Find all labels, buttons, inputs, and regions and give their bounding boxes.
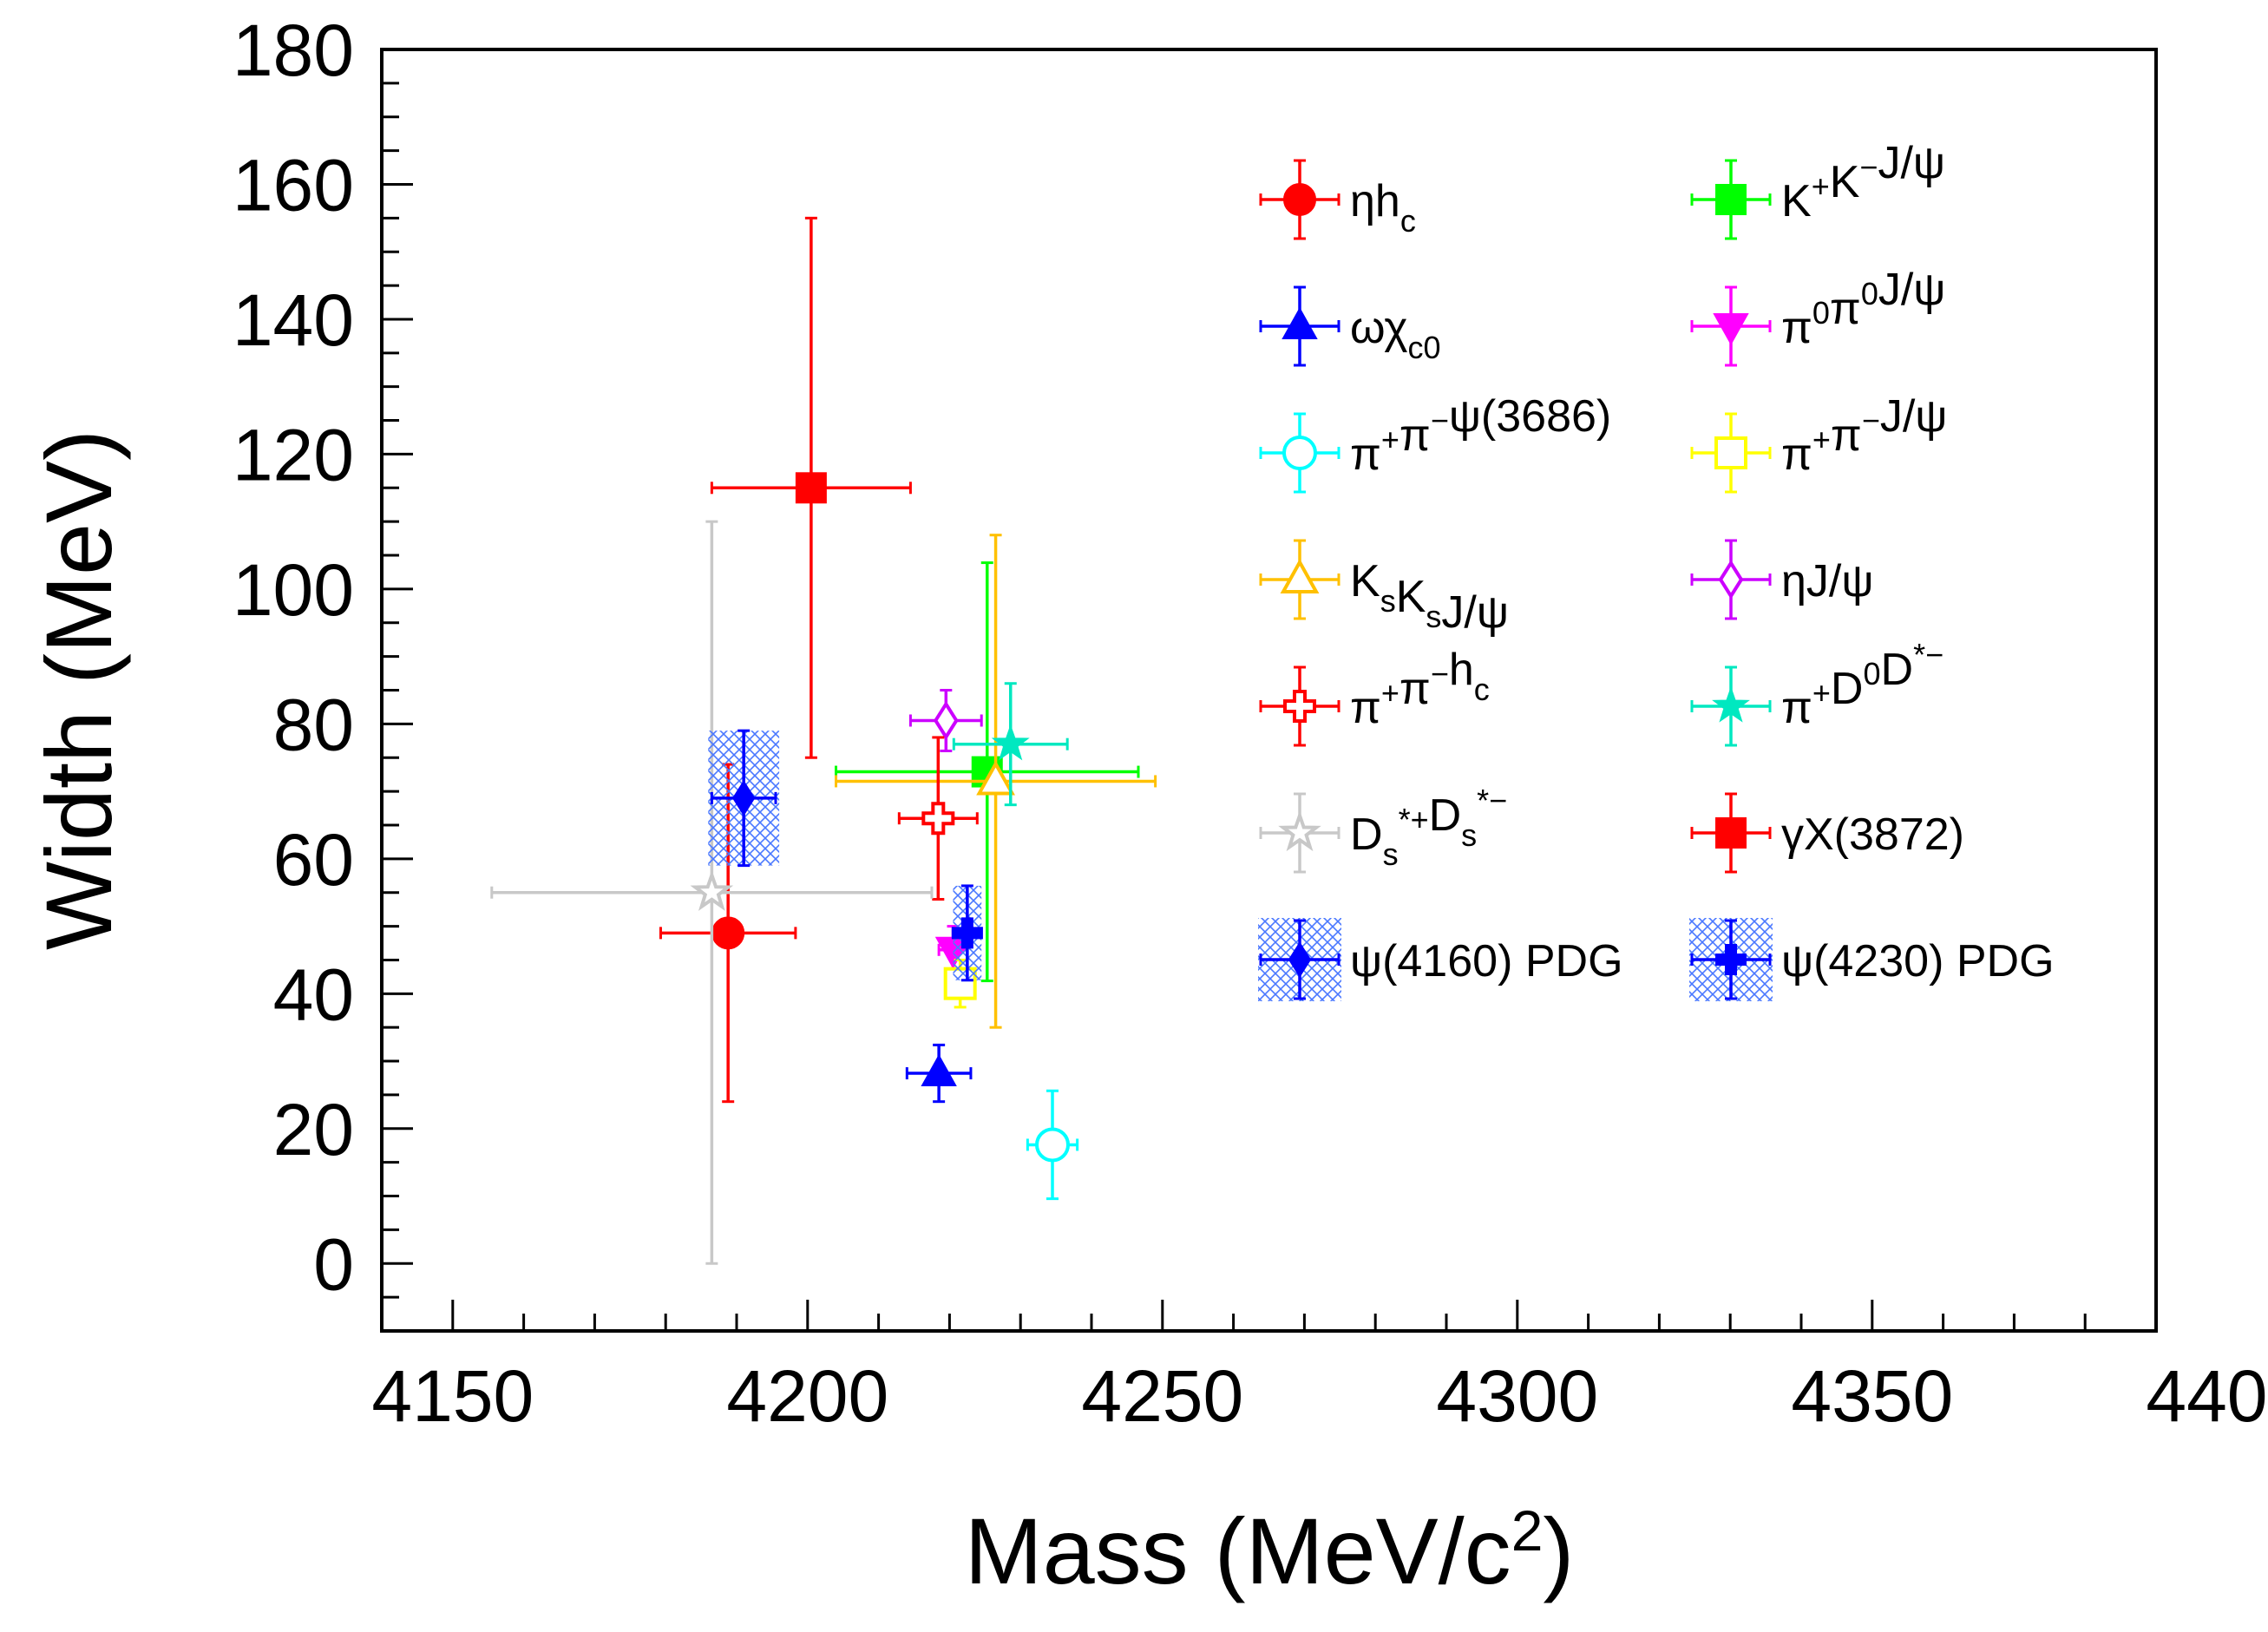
legend-entry-eta-hc: ηhc <box>1259 159 1416 240</box>
legend-entry-gamma-x3872: γX(3872) <box>1690 792 1964 874</box>
data-series <box>490 216 1157 1265</box>
series-psi4230-pdg <box>951 884 983 982</box>
legend-marker <box>1712 685 1750 723</box>
legend-label: π0π0J/ψ <box>1781 265 1945 353</box>
x-tick-label: 4250 <box>1081 1355 1243 1437</box>
y-tick-label: 120 <box>233 414 354 495</box>
legend-label: ψ(4230) PDG <box>1781 936 2055 986</box>
series-ds-ds <box>490 520 934 1265</box>
point-marker-omega-chic0 <box>921 1054 957 1087</box>
legend-entry-psi4160-pdg: ψ(4160) PDG <box>1258 918 1623 1001</box>
legend-label: π+π−J/ψ <box>1781 391 1947 480</box>
point-marker-psi4160-pdg <box>731 780 756 816</box>
x-tick-label: 4150 <box>371 1355 534 1437</box>
legend-marker <box>1278 809 1321 852</box>
series-eta-jpsi <box>908 689 983 752</box>
x-tick-label: 4300 <box>1436 1355 1598 1437</box>
series-pi-d0-dstar <box>952 682 1069 807</box>
legend-label: π+D0D*− <box>1781 637 1944 733</box>
legend-label: Ds*+Ds*− <box>1350 783 1507 872</box>
x-axis-title: Mass (MeV/c2) <box>965 1498 1575 1603</box>
x-tick-label: 4350 <box>1791 1355 1953 1437</box>
axis-ticks <box>382 48 2158 1333</box>
y-tick-label: 100 <box>233 549 354 631</box>
series-kk-jpsi <box>835 561 1140 983</box>
point-marker-gamma-x3872 <box>795 472 827 504</box>
point-marker-eta-hc <box>711 916 745 950</box>
legend-marker <box>1713 313 1749 346</box>
series-ksks-jpsi <box>835 534 1157 1029</box>
y-tick-label: 180 <box>233 10 354 91</box>
legend-label: K+K−J/ψ <box>1781 138 1945 226</box>
point-marker-psi4230-pdg <box>951 917 983 949</box>
legend-entry-pi0pi0-jpsi: π0π0J/ψ <box>1690 265 1945 367</box>
legend-marker <box>1282 436 1317 470</box>
legend-entry-eta-jpsi: ηJ/ψ <box>1690 539 1873 620</box>
point-marker-ds-ds <box>690 869 734 911</box>
legend-entry-ksks-jpsi: KsKsJ/ψ <box>1259 539 1509 638</box>
legend-marker <box>1280 558 1320 593</box>
y-tick-label: 40 <box>273 954 354 1035</box>
legend-marker <box>1715 817 1747 849</box>
legend-marker <box>1715 944 1747 975</box>
point-marker-pipi-psi3686 <box>1035 1127 1071 1163</box>
legend-marker <box>1718 560 1744 600</box>
legend-entry-kk-jpsi: K+K−J/ψ <box>1690 138 1945 240</box>
legend-entry-pipi-psi3686: π+π−ψ(3686) <box>1259 391 1611 494</box>
legend-entry-pipi-hc: π+π−hc <box>1259 645 1490 747</box>
legend-marker <box>1281 306 1318 339</box>
legend-marker <box>1283 183 1316 216</box>
legend-entry-omega-chic0: ωχc0 <box>1259 285 1441 367</box>
legend-marker <box>1288 941 1312 978</box>
legend-marker <box>1283 690 1316 723</box>
legend-label: ηhc <box>1350 176 1416 239</box>
legend-entry-ds-ds: Ds*+Ds*− <box>1259 783 1507 874</box>
point-marker-pipi-hc <box>921 802 955 836</box>
legend-label: ψ(4160) PDG <box>1350 936 1623 986</box>
y-tick-label: 80 <box>273 684 354 765</box>
legend-label: ηJ/ψ <box>1781 556 1873 606</box>
y-tick-label: 60 <box>273 819 354 901</box>
legend-label: π+π−ψ(3686) <box>1350 391 1611 480</box>
legend-entry-pi-d0-dstar: π+D0D*− <box>1690 637 1944 747</box>
legend-label: KsKsJ/ψ <box>1350 556 1509 638</box>
series-gamma-x3872 <box>710 216 912 759</box>
legend-entry-pipi-jpsi: π+π−J/ψ <box>1690 391 1947 494</box>
point-marker-ksks-jpsi <box>976 760 1015 796</box>
y-tick-label: 160 <box>233 144 354 226</box>
x-tick-label: 4200 <box>726 1355 888 1437</box>
legend-marker <box>1714 436 1747 469</box>
y-tick-label: 20 <box>273 1089 354 1170</box>
legend: ηhc K+K−J/ψ ωχc0 π0π0J/ψ π+π−ψ(3686) π+π−J/ψ K… <box>1258 138 2055 1001</box>
legend-label: γX(3872) <box>1781 809 1964 860</box>
series-omega-chic0 <box>905 1043 973 1104</box>
legend-marker <box>1715 184 1747 215</box>
y-tick-label: 0 <box>313 1223 354 1305</box>
y-tick-label: 140 <box>233 279 354 361</box>
legend-label: ωχc0 <box>1350 303 1441 365</box>
point-marker-pi-d0-dstar <box>991 724 1030 761</box>
series-psi4160-pdg <box>708 729 780 868</box>
legend-label: π+π−hc <box>1350 645 1490 733</box>
y-axis-title: Width (MeV) <box>26 429 131 950</box>
legend-entry-psi4230-pdg: ψ(4230) PDG <box>1689 918 2055 1001</box>
series-pipi-hc <box>897 736 979 901</box>
point-marker-eta-jpsi <box>933 700 959 741</box>
series-pipi-psi3686 <box>1026 1089 1079 1201</box>
